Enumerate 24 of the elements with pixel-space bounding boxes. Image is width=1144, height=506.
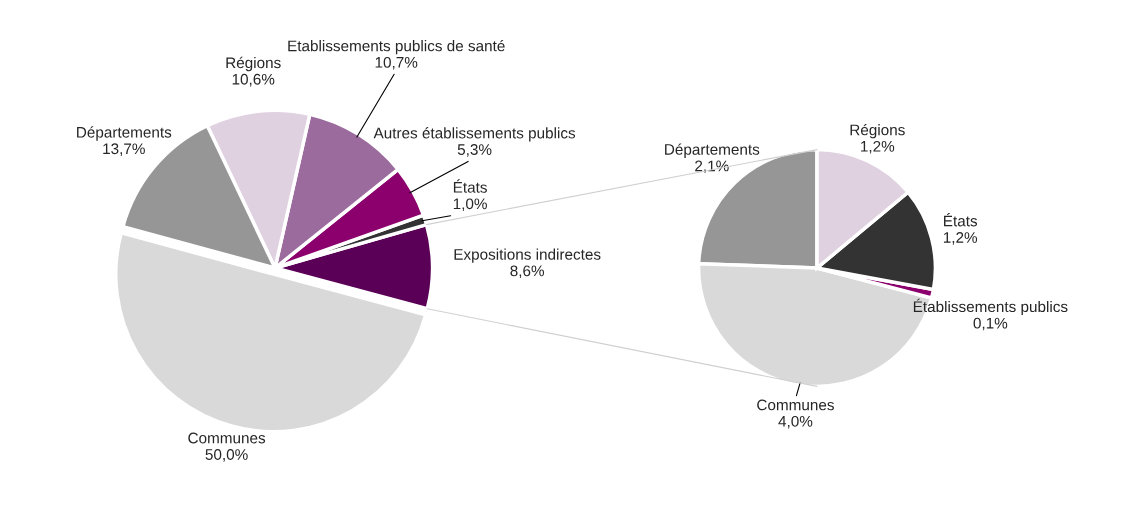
data-label: 2,1% <box>695 160 729 174</box>
slice-label: Communes <box>188 432 266 444</box>
slice-label: États <box>453 179 487 193</box>
data-label: 10,6% <box>232 73 275 87</box>
slice-label: Régions <box>850 123 905 139</box>
slice-label: Etablissements publics de santé <box>288 39 505 55</box>
data-label: 4,0% <box>778 415 813 429</box>
data-label: 10,7% <box>375 56 418 70</box>
slice-label: Communes <box>757 399 834 411</box>
data-label: 1,2% <box>943 232 978 245</box>
data-label: 13,7% <box>103 143 145 156</box>
data-label: 8,6% <box>510 265 545 279</box>
slice-label: Autres établissements publics <box>373 127 576 142</box>
slice-label: Régions <box>226 56 281 72</box>
data-label: 0,1% <box>973 317 1008 331</box>
slice-label: Expositions indirectes <box>454 248 601 263</box>
slice-label: États <box>944 213 978 227</box>
slice-label: Départements <box>665 143 760 158</box>
slice-label: Départements <box>77 126 172 141</box>
data-label: 5,3% <box>457 144 492 157</box>
slice-label: Établissements publics <box>913 298 1068 316</box>
data-label: 1,0% <box>453 198 487 212</box>
data-label: 50,0% <box>205 449 248 462</box>
data-label: 1,2% <box>861 140 895 154</box>
